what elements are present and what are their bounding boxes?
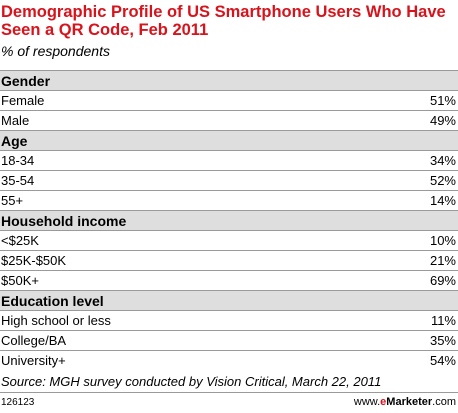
row-label: College/BA (1, 333, 67, 348)
row-value: 52% (429, 173, 456, 188)
row-label: $25K-$50K (1, 253, 67, 268)
table-row: University+ 54% (0, 350, 458, 370)
chart-subtitle: % of respondents (1, 43, 110, 59)
section-header: Gender (0, 70, 458, 90)
table-row: Female 51% (0, 90, 458, 110)
row-value: 35% (429, 333, 456, 348)
chart-id: 126123 (1, 397, 35, 408)
row-label: <$25K (1, 233, 39, 248)
row-label: Male (1, 113, 30, 128)
source-note: Source: MGH survey conducted by Vision C… (1, 374, 382, 389)
row-value: 21% (429, 253, 456, 268)
table-row: 18-34 34% (0, 150, 458, 170)
table-row: 35-54 52% (0, 170, 458, 190)
table-row: $25K-$50K 21% (0, 250, 458, 270)
row-value: 69% (429, 273, 456, 288)
row-value: 34% (429, 153, 456, 168)
row-value: 54% (429, 353, 456, 368)
table-row: College/BA 35% (0, 330, 458, 350)
brand-logo: www.eMarketer.com (354, 395, 456, 409)
row-label: 35-54 (1, 173, 35, 188)
table-row: $50K+ 69% (0, 270, 458, 290)
brand-e: e (380, 396, 387, 408)
row-value: 10% (429, 233, 456, 248)
row-label: 55+ (1, 193, 24, 208)
row-value: 14% (429, 193, 456, 208)
section-header: Household income (0, 210, 458, 230)
brand-name: Marketer (386, 396, 433, 408)
row-label: Female (1, 93, 45, 108)
section-header: Education level (0, 290, 458, 310)
data-table: Gender Female 51% Male 49% Age 18-34 34% 35-54 52… (0, 70, 458, 370)
row-label: University+ (1, 353, 66, 368)
row-value: 49% (429, 113, 456, 128)
table-row: Male 49% (0, 110, 458, 130)
brand-suffix: .com (432, 396, 456, 408)
footer-divider (0, 392, 458, 393)
section-header: Age (0, 130, 458, 150)
row-label: High school or less (1, 313, 111, 328)
brand-prefix: www. (353, 396, 381, 408)
table-row: 55+ 14% (0, 190, 458, 210)
row-value: 11% (430, 313, 456, 328)
row-value: 51% (429, 93, 456, 108)
table-row: High school or less 11% (0, 310, 458, 330)
chart-title: Demographic Profile of US Smartphone Use… (1, 3, 446, 39)
row-label: $50K+ (1, 273, 39, 288)
row-label: 18-34 (1, 153, 35, 168)
table-row: <$25K 10% (0, 230, 458, 250)
